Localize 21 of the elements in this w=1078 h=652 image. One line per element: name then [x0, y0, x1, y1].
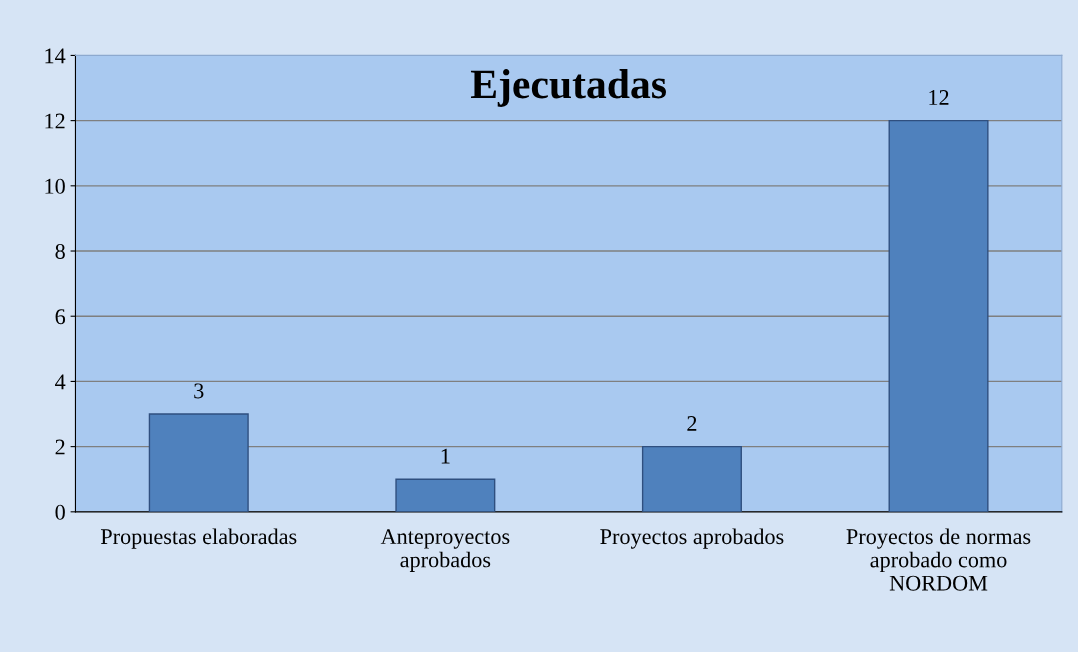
bar [641, 445, 742, 512]
y-tick-label: 4 [55, 374, 66, 390]
data-label: 12 [929, 90, 949, 105]
y-tick-label: 8 [55, 243, 65, 259]
data-label: 3 [194, 383, 204, 399]
x-tick-label: Proyectos de normas aprobado como NORDOM [846, 528, 1031, 591]
y-tick-label: 12 [45, 113, 65, 129]
y-tick-label: 0 [55, 504, 65, 520]
data-label: 1 [441, 448, 450, 464]
y-tick-label: 6 [55, 309, 66, 325]
y-tick-label: 14 [45, 48, 66, 64]
bar [395, 478, 496, 512]
bar [148, 413, 249, 512]
y-tick-label: 10 [45, 178, 65, 194]
x-tick-label: Anteproyectos aprobados [380, 529, 510, 572]
x-tick-label: Proyectos aprobados [600, 528, 784, 549]
data-label: 2 [687, 416, 697, 431]
chart-title: Ejecutadas [470, 69, 666, 107]
y-tick-label: 2 [55, 439, 65, 455]
bar [888, 119, 989, 512]
x-tick-label: Propuestas elaboradas [100, 528, 297, 549]
